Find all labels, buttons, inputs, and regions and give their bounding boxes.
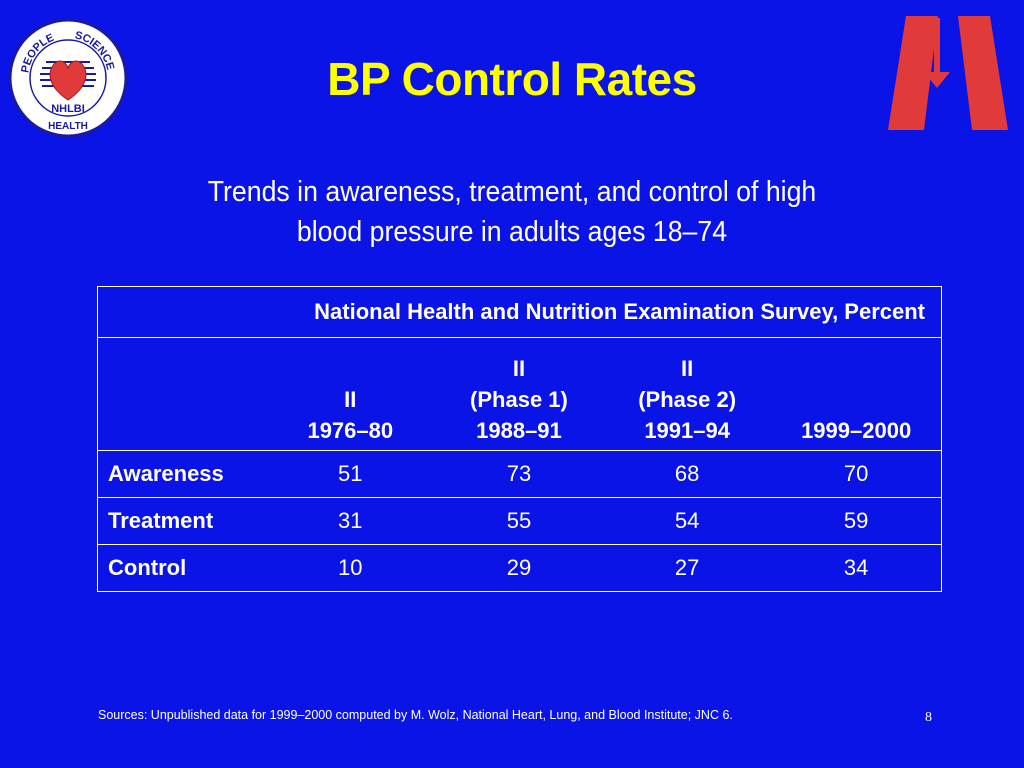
table-row: Control 10 29 27 34 [96, 544, 943, 592]
column-header: II (Phase 2) 1991–94 [603, 337, 772, 451]
table-cell: 51 [265, 450, 435, 498]
seal-bottom-text: HEALTH [48, 121, 88, 132]
col-header-line2: II [344, 387, 357, 412]
slide-title: BP Control Rates [327, 53, 697, 105]
header-empty-cell [96, 337, 266, 451]
column-header: II 1976–80 [265, 337, 435, 451]
table-cell: 68 [603, 450, 772, 498]
nhlbi-seal-logo: PEOPLE SCIENCE NHLBI HEALTH [8, 18, 128, 138]
row-label: Control [96, 544, 266, 592]
table-row: Awareness 51 73 68 70 [96, 450, 943, 498]
table-cell: 27 [603, 544, 772, 592]
table-cell: 34 [771, 544, 943, 592]
table-cell: 29 [434, 544, 604, 592]
table-cell: 73 [434, 450, 604, 498]
col-header-line3: 1999–2000 [801, 418, 912, 443]
col-header-line3: 1988–91 [476, 418, 562, 443]
slide-subtitle: Trends in awareness, treatment, and cont… [179, 172, 845, 252]
col-header-line1: II [681, 356, 694, 381]
subtitle-line-2: blood pressure in adults ages 18–74 [296, 216, 728, 248]
col-header-line3: 1991–94 [644, 418, 730, 443]
table-cell: 31 [265, 497, 435, 545]
column-header: II (Phase 1) 1988–91 [434, 337, 604, 451]
table-cell: 59 [771, 497, 943, 545]
table-cell: 54 [603, 497, 772, 545]
col-header-line2: (Phase 2) [638, 387, 737, 412]
table-cell: 10 [265, 544, 435, 592]
survey-header: National Health and Nutrition Examinatio… [97, 286, 942, 338]
column-header-row: II 1976–80 II (Phase 1) 1988–91 II (Phase 2)… [96, 337, 943, 451]
row-label: Awareness [96, 450, 266, 498]
col-header-line3: 1976–80 [307, 418, 394, 443]
column-header: 1999–2000 [771, 337, 943, 451]
table-row: Treatment 31 55 54 59 [96, 497, 943, 545]
survey-header-row: National Health and Nutrition Examinatio… [97, 286, 942, 338]
sources-footnote: Sources: Unpublished data for 1999–2000 … [98, 708, 733, 722]
down-arrow-logo-icon [888, 16, 1008, 130]
seal-center-text: NHLBI [51, 103, 85, 115]
table-cell: 55 [434, 497, 604, 545]
table-cell: 70 [771, 450, 943, 498]
col-header-line1: II [512, 356, 526, 381]
subtitle-line-1: Trends in awareness, treatment, and cont… [207, 176, 817, 208]
col-header-line2: (Phase 1) [470, 387, 568, 412]
page-number: 8 [925, 710, 932, 725]
bp-control-table: National Health and Nutrition Examinatio… [96, 286, 943, 592]
row-label: Treatment [96, 497, 266, 545]
